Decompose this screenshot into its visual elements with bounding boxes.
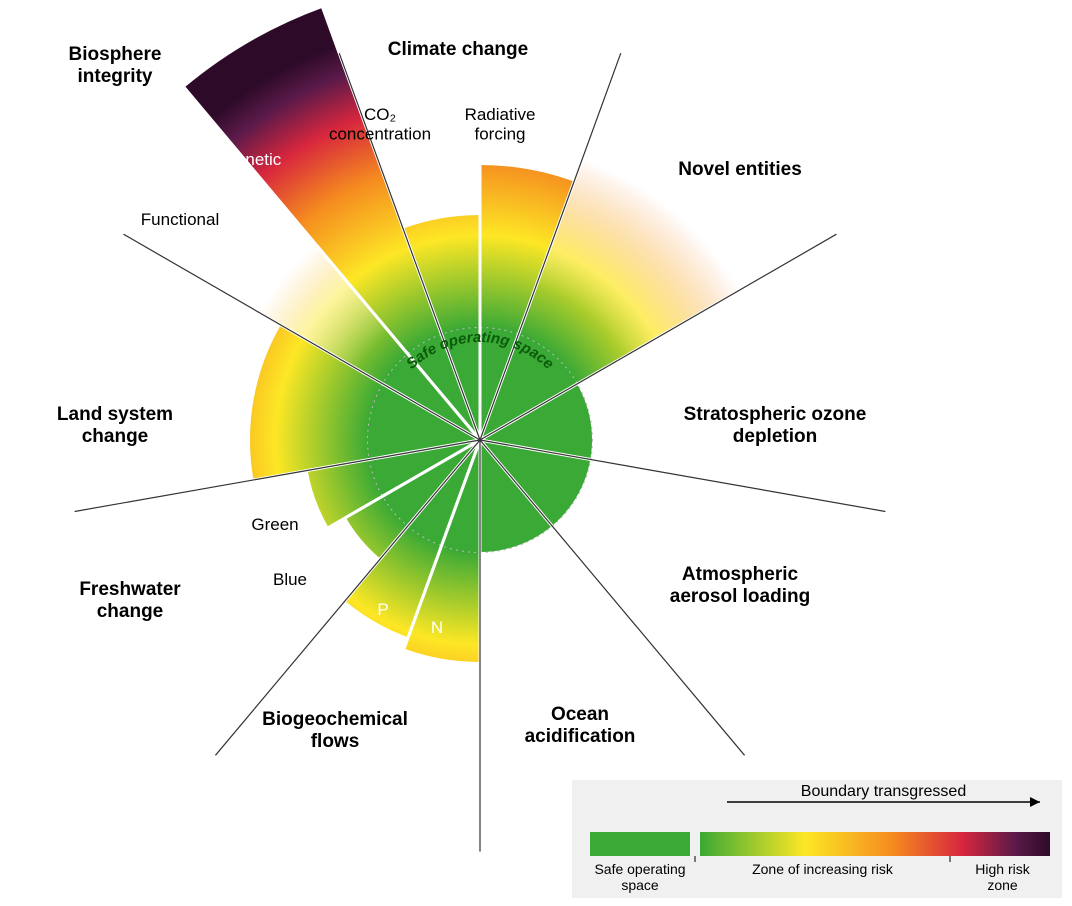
sublabel-genetic: Genetic <box>223 150 282 169</box>
sublabel-phosphorus: P <box>377 600 388 619</box>
label-biogeo: Biogeochemicalflows <box>262 709 408 752</box>
label-land: Land systemchange <box>57 404 173 447</box>
legend-seg-safe <box>590 832 690 856</box>
legend-label-1: Zone of increasing risk <box>752 861 894 877</box>
label-novel: Novel entities <box>678 159 802 180</box>
sublabel-blue: Blue <box>273 570 307 589</box>
sublabel-nitrogen: N <box>431 618 443 637</box>
label-ocean: Oceanacidification <box>525 704 636 747</box>
label-aerosol: Atmosphericaerosol loading <box>670 564 810 607</box>
sublabel-radiative: Radiativeforcing <box>465 105 536 144</box>
label-biosphere: Biosphereintegrity <box>69 44 162 87</box>
sublabel-green: Green <box>251 515 298 534</box>
label-freshwater: Freshwaterchange <box>79 579 181 622</box>
legend-seg-gradient <box>700 832 1050 856</box>
legend-arrow-label: Boundary transgressed <box>801 783 966 800</box>
label-ozone: Stratospheric ozonedepletion <box>684 404 867 447</box>
label-climate: Climate change <box>388 39 528 60</box>
sublabel-functional: Functional <box>141 210 219 229</box>
